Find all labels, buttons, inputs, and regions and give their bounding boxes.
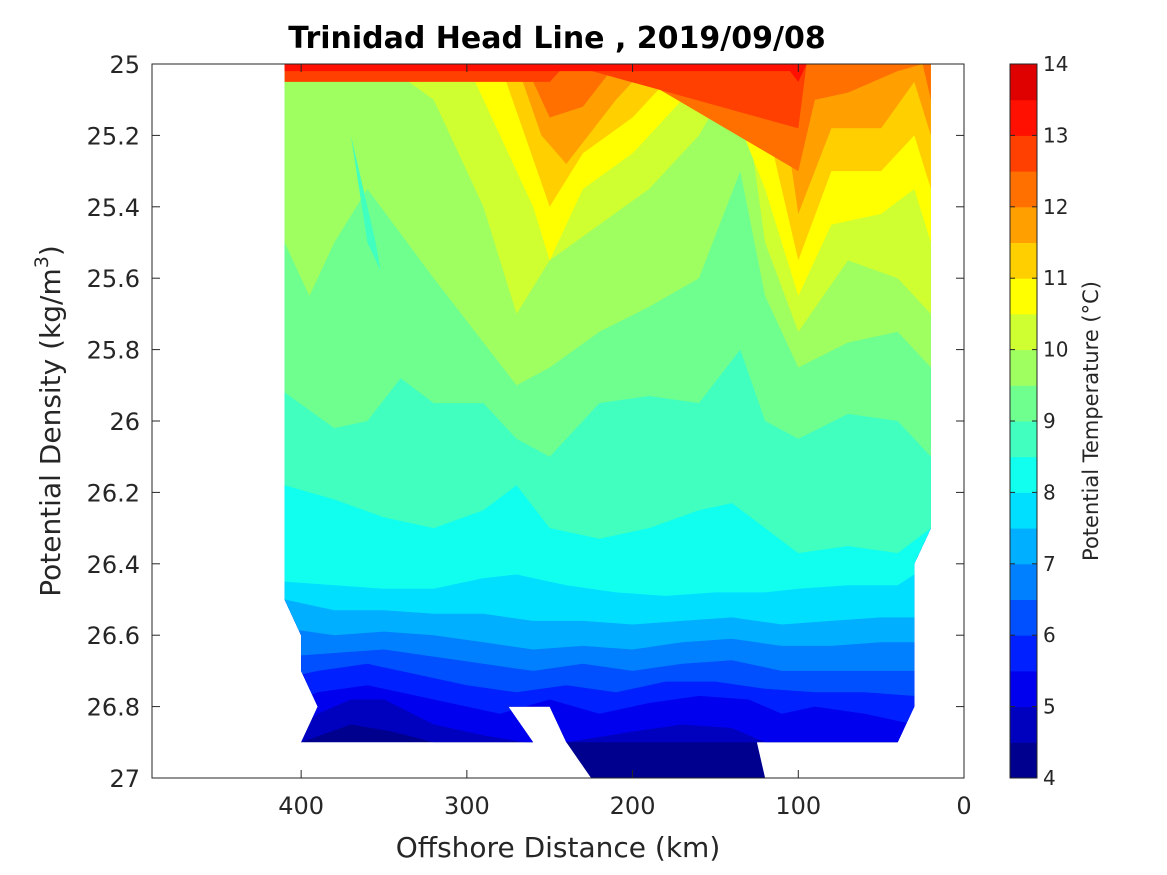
contour-band-12-5 [284,64,931,129]
colorbar-tick-label: 5 [1043,695,1056,719]
x-tick-label: 200 [610,792,656,820]
colorbar-swatch [1010,99,1037,136]
colorbar-swatch [1010,421,1037,458]
chart-title: Trinidad Head Line , 2019/09/08 [288,21,825,56]
colorbar-swatch [1010,313,1037,351]
y-tick-label: 26.2 [87,479,140,507]
colorbar-tick-label: 10 [1043,338,1068,362]
x-axis: 400 300 200 100 0 [278,64,972,820]
colorbar-swatch [1010,706,1037,743]
x-tick-label: 400 [278,792,324,820]
colorbar-swatch [1010,492,1037,529]
x-tick-label: 100 [775,792,821,820]
colorbar-swatch [1010,670,1037,708]
colorbar-tick-label: 14 [1043,52,1068,76]
y-tick-label: 26 [109,408,140,436]
colorbar-tick-label: 13 [1043,123,1068,147]
y-axis-label: Potential Density (kg/m3) [31,245,67,597]
colorbar-swatch [1010,563,1037,600]
colorbar-swatch [1010,171,1037,208]
colorbar-swatch [1010,599,1037,636]
y-tick-label: 27 [109,765,140,793]
contour-band-11-5 [284,64,931,214]
colorbar-tick-label: 11 [1043,266,1068,290]
x-tick-label: 0 [956,792,971,820]
colorbar-swatch [1010,64,1037,101]
y-tick-label: 25 [109,51,140,79]
colorbar-swatch [1010,135,1037,172]
colorbar-swatch [1010,242,1037,279]
y-axis-label-superscript: 3 [31,256,53,268]
colorbar-tick-label: 7 [1043,552,1056,576]
x-tick-label: 300 [444,792,490,820]
y-tick-label: 26.8 [87,694,140,722]
y-tick-label: 26.4 [87,551,140,579]
colorbar-swatch [1010,742,1037,779]
x-axis-label: Offshore Distance (km) [396,831,721,864]
colorbar-ticks: 4 5 6 7 8 9 10 11 12 13 14 [1010,52,1068,790]
colorbar-tick-label: 8 [1043,480,1056,504]
contour-fills [284,64,931,778]
section-fill [284,64,931,778]
colorbar [1010,64,1037,779]
colorbar-tick-label: 6 [1043,623,1056,647]
y-tick-label: 25.4 [87,194,140,222]
colorbar-tick-label: 9 [1043,409,1056,433]
colorbar-swatch [1010,385,1037,422]
colorbar-swatch [1010,456,1037,493]
colorbar-tick-label: 12 [1043,195,1068,219]
y-axis: 25 25.2 25.4 25.6 25.8 26 26.2 26.4 26.6 26.8 27 [87,51,964,793]
colorbar-swatch [1010,528,1037,565]
colorbar-swatch [1010,349,1037,386]
y-tick-label: 25.8 [87,337,140,365]
colorbar-swatch [1010,278,1037,315]
y-tick-label: 25.2 [87,122,140,150]
colorbar-swatch [1010,635,1037,672]
contour-band-13 [284,64,931,82]
contour-feature-0 [350,135,381,272]
y-tick-label: 26.6 [87,622,140,650]
y-tick-label: 25.6 [87,265,140,293]
colorbar-tick-label: 4 [1043,766,1056,790]
colorbar-title: Potential Temperature (°C) [1079,281,1103,561]
colorbar-swatch [1010,206,1037,243]
